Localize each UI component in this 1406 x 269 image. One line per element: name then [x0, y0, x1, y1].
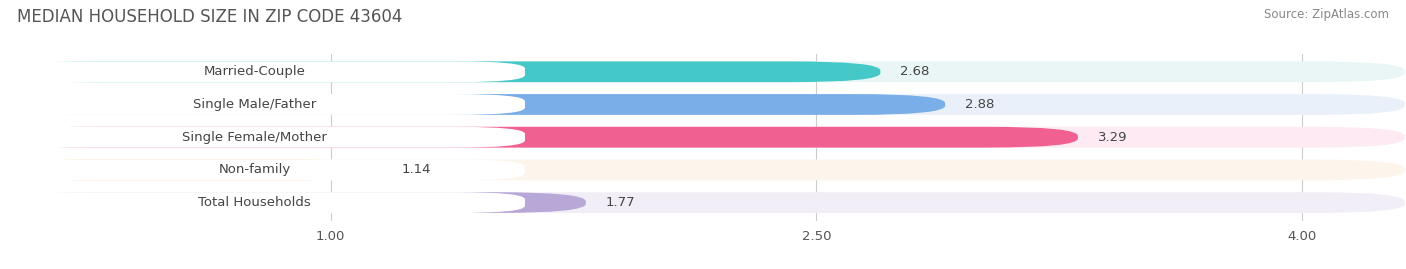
FancyBboxPatch shape — [0, 160, 524, 180]
Text: 2.88: 2.88 — [965, 98, 994, 111]
Text: Source: ZipAtlas.com: Source: ZipAtlas.com — [1264, 8, 1389, 21]
FancyBboxPatch shape — [0, 192, 524, 213]
FancyBboxPatch shape — [1, 127, 1078, 148]
FancyBboxPatch shape — [1, 160, 382, 180]
FancyBboxPatch shape — [1, 192, 1405, 213]
FancyBboxPatch shape — [1, 61, 880, 82]
Text: 3.29: 3.29 — [1098, 131, 1128, 144]
FancyBboxPatch shape — [1, 192, 586, 213]
Text: 2.68: 2.68 — [900, 65, 929, 78]
FancyBboxPatch shape — [0, 61, 524, 82]
Text: Total Households: Total Households — [198, 196, 311, 209]
Text: Non-family: Non-family — [218, 163, 291, 176]
Text: Married-Couple: Married-Couple — [204, 65, 305, 78]
FancyBboxPatch shape — [1, 94, 945, 115]
FancyBboxPatch shape — [1, 61, 1405, 82]
FancyBboxPatch shape — [1, 127, 1405, 148]
FancyBboxPatch shape — [0, 94, 524, 115]
Text: 1.77: 1.77 — [606, 196, 636, 209]
Text: Single Female/Mother: Single Female/Mother — [183, 131, 328, 144]
Text: 1.14: 1.14 — [402, 163, 432, 176]
FancyBboxPatch shape — [1, 94, 1405, 115]
FancyBboxPatch shape — [0, 127, 524, 148]
Text: MEDIAN HOUSEHOLD SIZE IN ZIP CODE 43604: MEDIAN HOUSEHOLD SIZE IN ZIP CODE 43604 — [17, 8, 402, 26]
Text: Single Male/Father: Single Male/Father — [193, 98, 316, 111]
FancyBboxPatch shape — [1, 160, 1405, 180]
